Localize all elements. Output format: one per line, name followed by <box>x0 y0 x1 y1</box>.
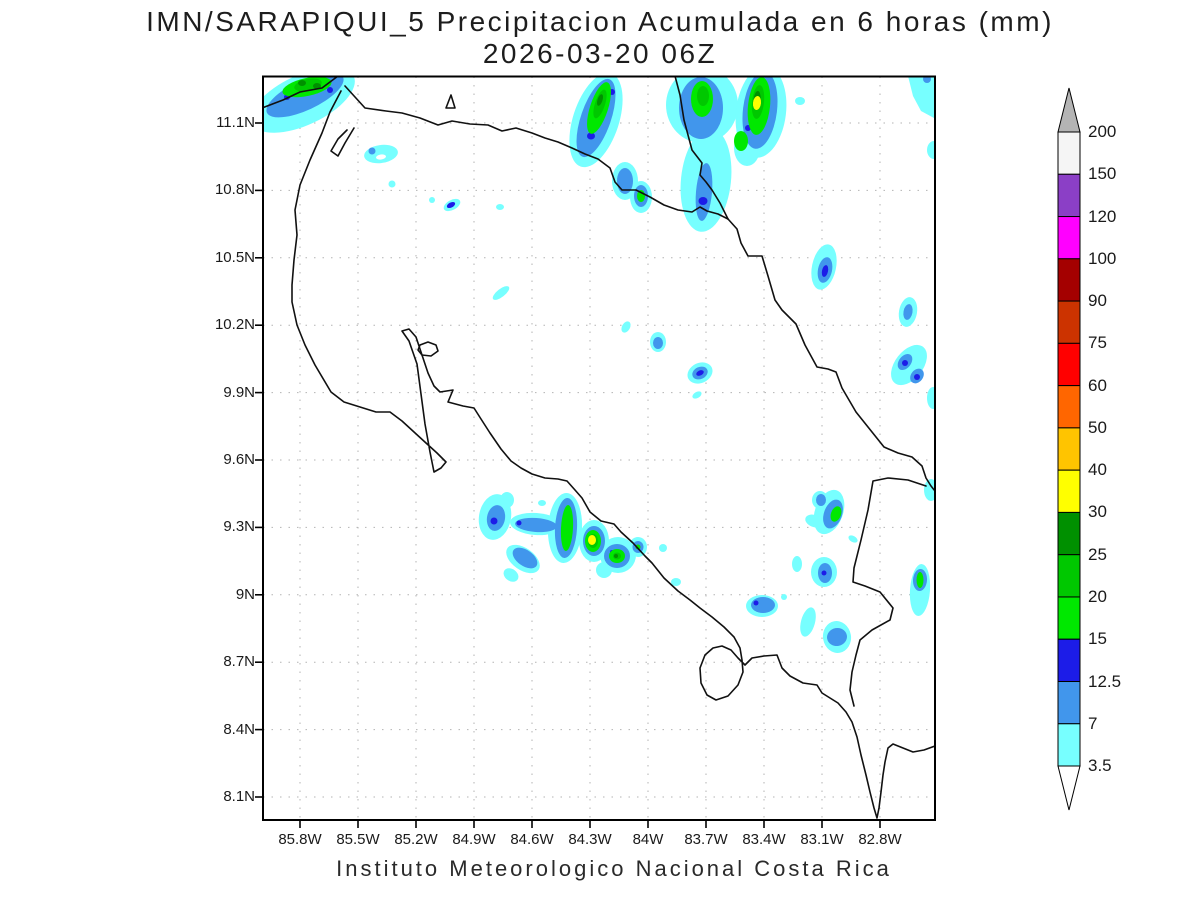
page-subtitle-datetime: 2026-03-20 06Z <box>482 38 718 69</box>
colorbar <box>1057 87 1081 811</box>
y-tick-label: 10.5N <box>214 248 255 266</box>
colorbar-level-label: 150 <box>1088 164 1117 184</box>
coastline-layer <box>263 76 935 819</box>
x-tick-label: 84W <box>632 831 664 848</box>
y-tick-label: 9.6N <box>223 451 255 468</box>
y-tick-label: 8.7N <box>223 653 255 671</box>
x-tick-label: 84.9W <box>452 831 496 848</box>
y-tick-label: 9.3N <box>223 518 255 536</box>
x-tick-label: 84.6W <box>510 831 554 848</box>
colorbar-level-label: 120 <box>1088 206 1117 226</box>
page-title: IMN/SARAPIQUI_5 Precipitacion Acumulada … <box>146 6 1054 37</box>
x-tick-label: 84.3W <box>568 831 612 848</box>
colorbar-level-label: 25 <box>1088 544 1107 564</box>
colorbar-level-label: 100 <box>1088 248 1117 268</box>
y-tick-label: 9N <box>235 585 255 603</box>
x-tick-label: 83.7W <box>684 831 728 848</box>
caribbean-coast-north <box>674 76 729 220</box>
x-tick-label: 83.1W <box>800 831 844 848</box>
lake-shore-detail <box>330 127 355 157</box>
axis-ticks <box>255 122 881 828</box>
colorbar-level-label: 3.5 <box>1088 756 1112 776</box>
y-tick-label: 10.8N <box>214 181 255 199</box>
lake-islet-triangle <box>445 94 456 109</box>
colorbar-level-label: 90 <box>1088 291 1107 311</box>
precip-layer-30mm <box>588 96 762 545</box>
map-frame <box>262 75 936 821</box>
colorbar-level-label: 30 <box>1088 502 1107 522</box>
colorbar-level-label: 60 <box>1088 375 1107 395</box>
colorbar-level-label: 15 <box>1088 629 1107 649</box>
colorbar-level-label: 12.5 <box>1088 671 1122 691</box>
x-tick-label: 85.2W <box>394 831 438 848</box>
y-tick-label: 8.4N <box>223 720 255 738</box>
nicaragua-pacific-coast <box>263 76 339 109</box>
x-tick-label: 85.5W <box>336 831 380 848</box>
colorbar-level-label: 40 <box>1088 460 1107 480</box>
panama-border-line <box>849 477 927 707</box>
nicaragua-border-line <box>344 85 729 220</box>
x-tick-label: 83.4W <box>742 831 786 848</box>
precip-layer-25mm <box>298 80 761 558</box>
precipitation-layers <box>263 76 935 653</box>
colorbar-level-label: 7 <box>1088 713 1098 733</box>
y-tick-label: 11.1N <box>216 114 255 131</box>
pacific-coast <box>291 90 935 819</box>
caribbean-coast <box>727 218 935 492</box>
colorbar-level-label: 50 <box>1088 417 1107 437</box>
colorbar-level-label: 75 <box>1088 333 1107 353</box>
y-tick-label: 9.9N <box>223 383 255 401</box>
y-tick-label: 10.2N <box>214 316 255 334</box>
source-caption: Instituto Meteorologico Nacional Costa R… <box>336 856 892 881</box>
x-tick-label: 82.8W <box>858 831 902 848</box>
grid-lines <box>263 76 935 820</box>
colorbar-level-label: 20 <box>1088 586 1107 606</box>
colorbar-level-label: 200 <box>1088 122 1117 141</box>
y-tick-label: 8.1N <box>223 788 255 805</box>
x-tick-label: 85.8W <box>278 831 322 848</box>
chira-island <box>417 341 439 357</box>
